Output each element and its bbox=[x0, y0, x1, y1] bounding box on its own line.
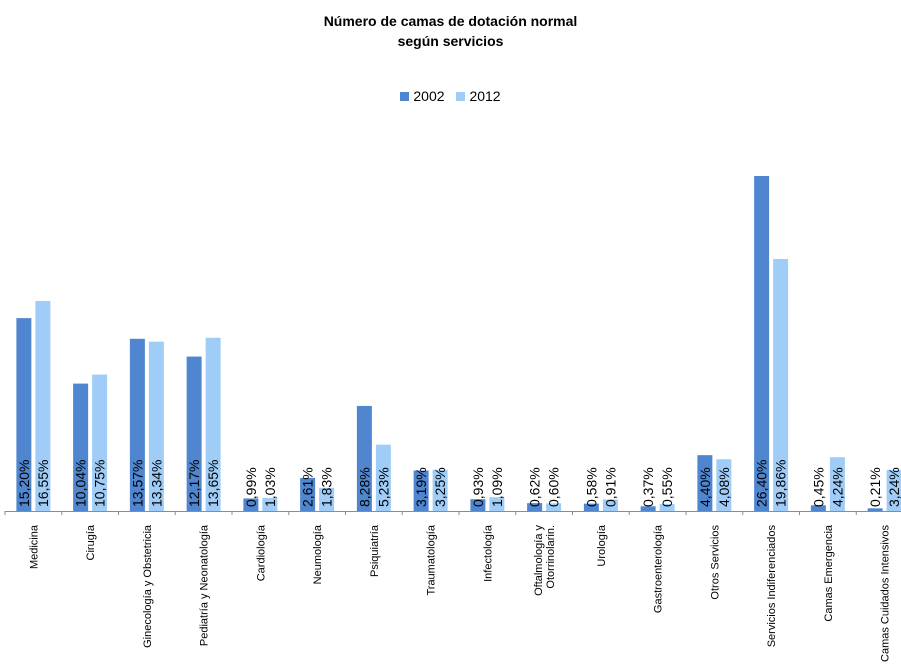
bar-2012-4 bbox=[205, 337, 221, 511]
data-label-2012-4: 13,65% bbox=[205, 460, 221, 507]
category-label-12: Gastroenterología bbox=[653, 524, 665, 613]
data-label-2002-6: 2,61% bbox=[300, 467, 316, 507]
data-label-2012-2: 10,75% bbox=[92, 460, 108, 507]
legend-item-2012: 2012 bbox=[456, 88, 501, 104]
data-label-2002-14: 26,40% bbox=[754, 460, 770, 507]
category-label-11: Urología bbox=[596, 524, 608, 566]
category-label-1: Medicina bbox=[28, 524, 40, 569]
legend-swatch-2012 bbox=[456, 92, 466, 101]
bar-2012-16 bbox=[886, 469, 901, 511]
category-label-4: Pediatría y Neonatología bbox=[199, 524, 211, 646]
bar-2012-11 bbox=[602, 499, 618, 511]
category-label-15: Camas Emergencia bbox=[823, 524, 835, 621]
bar-2012-1 bbox=[35, 300, 51, 511]
category-label-5: Cardiología bbox=[255, 524, 267, 581]
data-label-2012-10: 0,60% bbox=[546, 467, 562, 507]
category-label-9: Infectología bbox=[482, 524, 494, 582]
category-label-8: Traumatología bbox=[426, 524, 438, 595]
chart-legend: 2002 2012 bbox=[0, 88, 901, 104]
data-label-2002-16: 0,21% bbox=[867, 467, 883, 507]
bar-2012-6 bbox=[319, 487, 335, 511]
bar-2002-13 bbox=[697, 455, 713, 511]
data-label-2002-12: 0,37% bbox=[640, 467, 656, 507]
data-label-2012-15: 4,24% bbox=[829, 467, 845, 507]
data-label-2012-14: 19,86% bbox=[773, 460, 789, 507]
data-label-2002-10: 0,62% bbox=[527, 467, 543, 507]
data-label-2012-7: 5,23% bbox=[375, 467, 391, 507]
bar-2002-12 bbox=[640, 506, 656, 511]
data-label-2012-9: 1,09% bbox=[489, 467, 505, 507]
bar-2002-9 bbox=[470, 499, 486, 511]
data-label-2002-9: 0,93% bbox=[470, 467, 486, 507]
legend-item-2002: 2002 bbox=[400, 88, 445, 104]
data-label-2002-3: 13,57% bbox=[129, 460, 145, 507]
data-label-2012-11: 0,91% bbox=[602, 467, 618, 507]
bar-2002-7 bbox=[356, 405, 372, 511]
bar-2012-9 bbox=[489, 497, 505, 511]
data-label-2012-12: 0,55% bbox=[659, 467, 675, 507]
bar-2002-16 bbox=[867, 508, 883, 511]
bar-2002-10 bbox=[527, 503, 543, 511]
data-label-2002-13: 4,40% bbox=[697, 467, 713, 507]
data-label-2002-1: 15,20% bbox=[16, 460, 32, 507]
bar-2002-5 bbox=[243, 498, 259, 511]
bar-2002-3 bbox=[129, 338, 145, 511]
data-label-2012-8: 3,25% bbox=[432, 467, 448, 507]
chart-title-line1: Número de camas de dotación normal bbox=[323, 13, 578, 29]
bar-2002-15 bbox=[810, 505, 826, 511]
category-label-14: Servicios Indiferenciados bbox=[766, 525, 778, 648]
bar-2012-13 bbox=[716, 459, 732, 511]
bar-2002-6 bbox=[300, 477, 316, 511]
bar-2012-14 bbox=[773, 258, 789, 511]
data-label-2012-3: 13,34% bbox=[148, 460, 164, 507]
data-label-2002-8: 3,19% bbox=[413, 467, 429, 507]
data-label-2012-6: 1,83% bbox=[319, 467, 335, 507]
category-label-16: Camas Cuidados Intensivos bbox=[880, 525, 892, 662]
data-label-2012-13: 4,08% bbox=[716, 467, 732, 507]
category-label-10: Oftalmología y bbox=[533, 525, 545, 596]
bar-2012-7 bbox=[375, 444, 391, 511]
bar-2002-8 bbox=[413, 470, 429, 511]
category-label-3: Ginecología y Obstetricia bbox=[142, 524, 154, 648]
legend-label-2002: 2002 bbox=[413, 88, 445, 104]
category-label-10: Otorrinolarin. bbox=[545, 525, 557, 589]
category-label-7: Psiquiatría bbox=[369, 524, 381, 577]
bar-2002-14 bbox=[754, 176, 770, 511]
data-label-2012-5: 1,03% bbox=[262, 467, 278, 507]
data-label-2012-1: 16,55% bbox=[35, 460, 51, 507]
data-label-2002-7: 8,28% bbox=[356, 467, 372, 507]
bar-2002-11 bbox=[583, 503, 599, 511]
data-label-2002-11: 0,58% bbox=[583, 467, 599, 507]
data-label-2012-16: 3,24% bbox=[886, 467, 901, 507]
category-label-6: Neumología bbox=[312, 524, 324, 584]
bar-2012-12 bbox=[659, 504, 675, 511]
bar-2012-15 bbox=[829, 457, 845, 511]
legend-label-2012: 2012 bbox=[469, 88, 501, 104]
bar-2012-8 bbox=[432, 469, 448, 511]
data-label-2002-4: 12,17% bbox=[186, 460, 202, 507]
bar-2012-5 bbox=[262, 497, 278, 511]
data-label-2002-15: 0,45% bbox=[810, 467, 826, 507]
bar-2012-3 bbox=[148, 341, 164, 511]
category-label-13: Otros Servicios bbox=[709, 525, 721, 600]
bar-2002-2 bbox=[73, 383, 89, 511]
bar-2012-2 bbox=[92, 374, 108, 511]
legend-swatch-2002 bbox=[400, 92, 410, 101]
data-label-2002-5: 0,99% bbox=[243, 467, 259, 507]
data-label-2002-2: 10,04% bbox=[73, 460, 89, 507]
category-label-2: Cirugía bbox=[85, 524, 97, 560]
chart-title: Número de camas de dotación normal según… bbox=[0, 11, 901, 51]
bar-2012-10 bbox=[546, 503, 562, 511]
bar-2002-1 bbox=[16, 318, 32, 511]
chart-title-line2: según servicios bbox=[397, 33, 504, 49]
bar-2002-4 bbox=[186, 356, 202, 511]
